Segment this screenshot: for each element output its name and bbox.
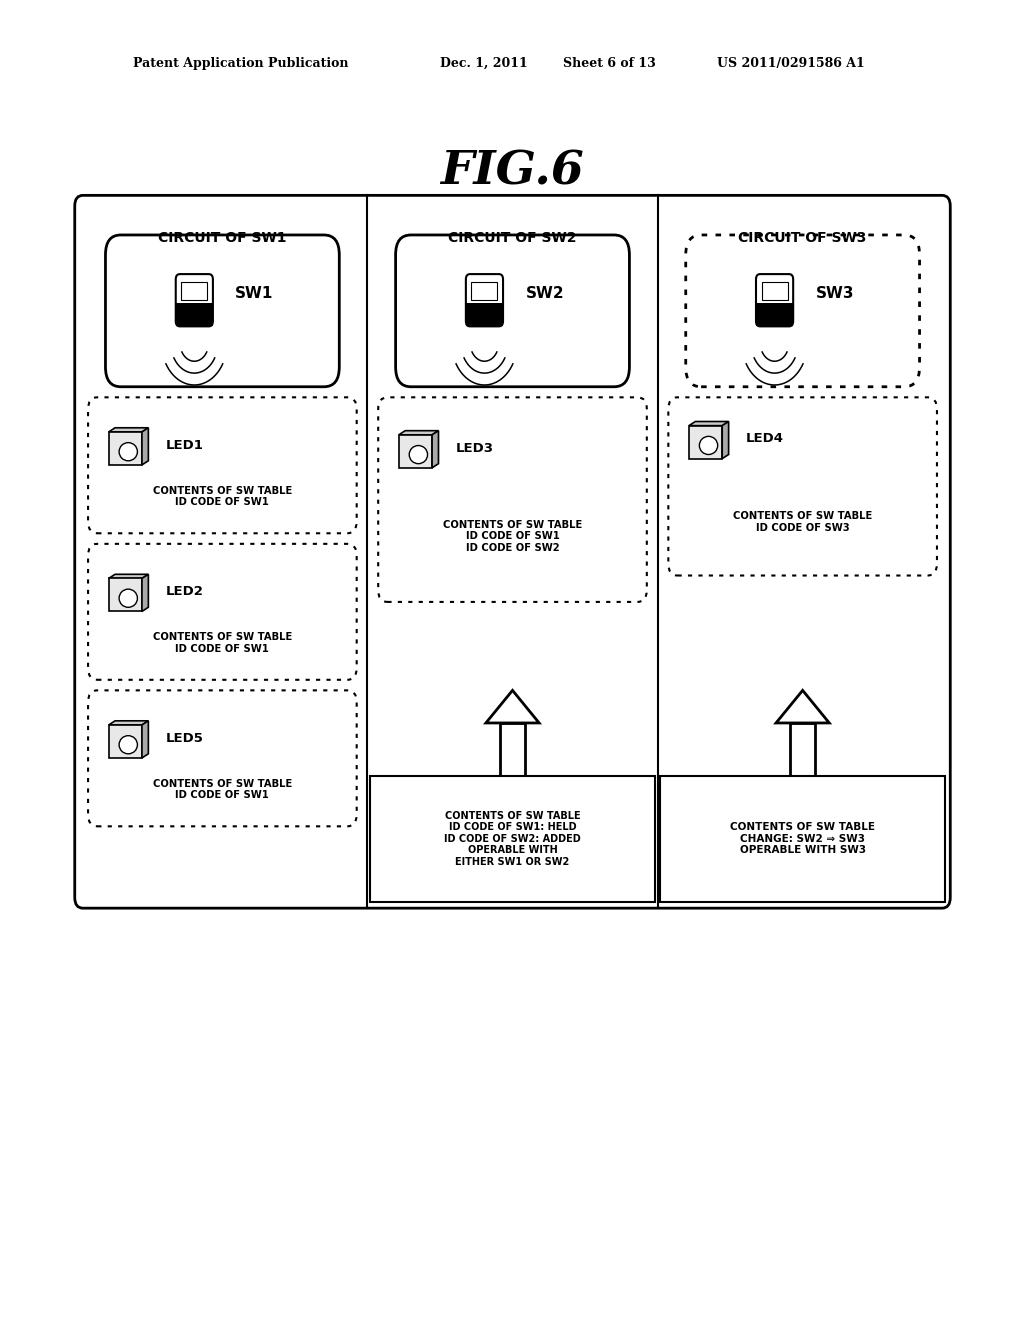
Text: SW2: SW2 xyxy=(525,286,564,301)
Text: LED5: LED5 xyxy=(166,731,204,744)
Bar xyxy=(689,425,722,458)
Polygon shape xyxy=(398,430,438,434)
FancyBboxPatch shape xyxy=(88,397,356,533)
Polygon shape xyxy=(142,428,148,465)
Bar xyxy=(790,723,815,776)
Text: CONTENTS OF SW TABLE
ID CODE OF SW1: HELD
ID CODE OF SW2: ADDED
OPERABLE WITH
EI: CONTENTS OF SW TABLE ID CODE OF SW1: HEL… xyxy=(444,810,581,867)
Polygon shape xyxy=(142,574,148,611)
Text: CIRCUIT OF SW3: CIRCUIT OF SW3 xyxy=(738,231,867,244)
Ellipse shape xyxy=(119,589,137,607)
FancyBboxPatch shape xyxy=(105,235,339,387)
FancyBboxPatch shape xyxy=(686,235,920,387)
FancyBboxPatch shape xyxy=(466,275,503,326)
FancyBboxPatch shape xyxy=(176,275,213,326)
Text: Dec. 1, 2011: Dec. 1, 2011 xyxy=(440,57,528,70)
FancyBboxPatch shape xyxy=(395,235,630,387)
Text: LED1: LED1 xyxy=(166,438,204,451)
Text: CONTENTS OF SW TABLE
ID CODE OF SW3: CONTENTS OF SW TABLE ID CODE OF SW3 xyxy=(733,511,872,533)
Text: CIRCUIT OF SW1: CIRCUIT OF SW1 xyxy=(158,231,287,244)
Bar xyxy=(181,282,207,300)
Polygon shape xyxy=(485,690,539,723)
Bar xyxy=(466,302,503,326)
FancyBboxPatch shape xyxy=(756,275,794,326)
Text: CONTENTS OF SW TABLE
ID CODE OF SW1: CONTENTS OF SW TABLE ID CODE OF SW1 xyxy=(153,486,292,507)
Text: CIRCUIT OF SW2: CIRCUIT OF SW2 xyxy=(449,231,577,244)
Text: Patent Application Publication: Patent Application Publication xyxy=(133,57,348,70)
Text: SW1: SW1 xyxy=(236,286,273,301)
Polygon shape xyxy=(142,721,148,758)
Text: FIG.6: FIG.6 xyxy=(440,149,584,194)
Polygon shape xyxy=(109,721,148,725)
Text: CONTENTS OF SW TABLE
ID CODE OF SW1: CONTENTS OF SW TABLE ID CODE OF SW1 xyxy=(153,779,292,800)
FancyBboxPatch shape xyxy=(75,195,950,908)
Bar xyxy=(109,432,142,465)
Ellipse shape xyxy=(410,446,428,463)
Polygon shape xyxy=(776,690,829,723)
Text: LED3: LED3 xyxy=(456,441,494,454)
Text: SW3: SW3 xyxy=(815,286,854,301)
Bar xyxy=(109,725,142,758)
Bar xyxy=(756,302,794,326)
Polygon shape xyxy=(109,574,148,578)
Polygon shape xyxy=(432,430,438,467)
Text: LED4: LED4 xyxy=(746,433,784,445)
Polygon shape xyxy=(109,428,148,432)
Polygon shape xyxy=(689,421,729,425)
Bar xyxy=(471,282,498,300)
Ellipse shape xyxy=(699,437,718,454)
FancyBboxPatch shape xyxy=(88,544,356,680)
FancyBboxPatch shape xyxy=(88,690,356,826)
Polygon shape xyxy=(722,421,729,458)
Bar xyxy=(176,302,213,326)
Ellipse shape xyxy=(119,735,137,754)
Bar xyxy=(660,776,945,902)
Bar xyxy=(370,776,655,902)
Bar xyxy=(398,434,432,467)
Text: CONTENTS OF SW TABLE
ID CODE OF SW1: CONTENTS OF SW TABLE ID CODE OF SW1 xyxy=(153,632,292,653)
Text: LED2: LED2 xyxy=(166,585,204,598)
Bar xyxy=(109,578,142,611)
Text: CONTENTS OF SW TABLE
CHANGE: SW2 ⇒ SW3
OPERABLE WITH SW3: CONTENTS OF SW TABLE CHANGE: SW2 ⇒ SW3 O… xyxy=(730,822,876,855)
FancyBboxPatch shape xyxy=(378,397,647,602)
Text: CONTENTS OF SW TABLE
ID CODE OF SW1
ID CODE OF SW2: CONTENTS OF SW TABLE ID CODE OF SW1 ID C… xyxy=(443,520,582,553)
Text: Sheet 6 of 13: Sheet 6 of 13 xyxy=(563,57,656,70)
Text: US 2011/0291586 A1: US 2011/0291586 A1 xyxy=(717,57,864,70)
Ellipse shape xyxy=(119,442,137,461)
Bar xyxy=(500,723,525,776)
FancyBboxPatch shape xyxy=(669,397,937,576)
Bar xyxy=(762,282,787,300)
